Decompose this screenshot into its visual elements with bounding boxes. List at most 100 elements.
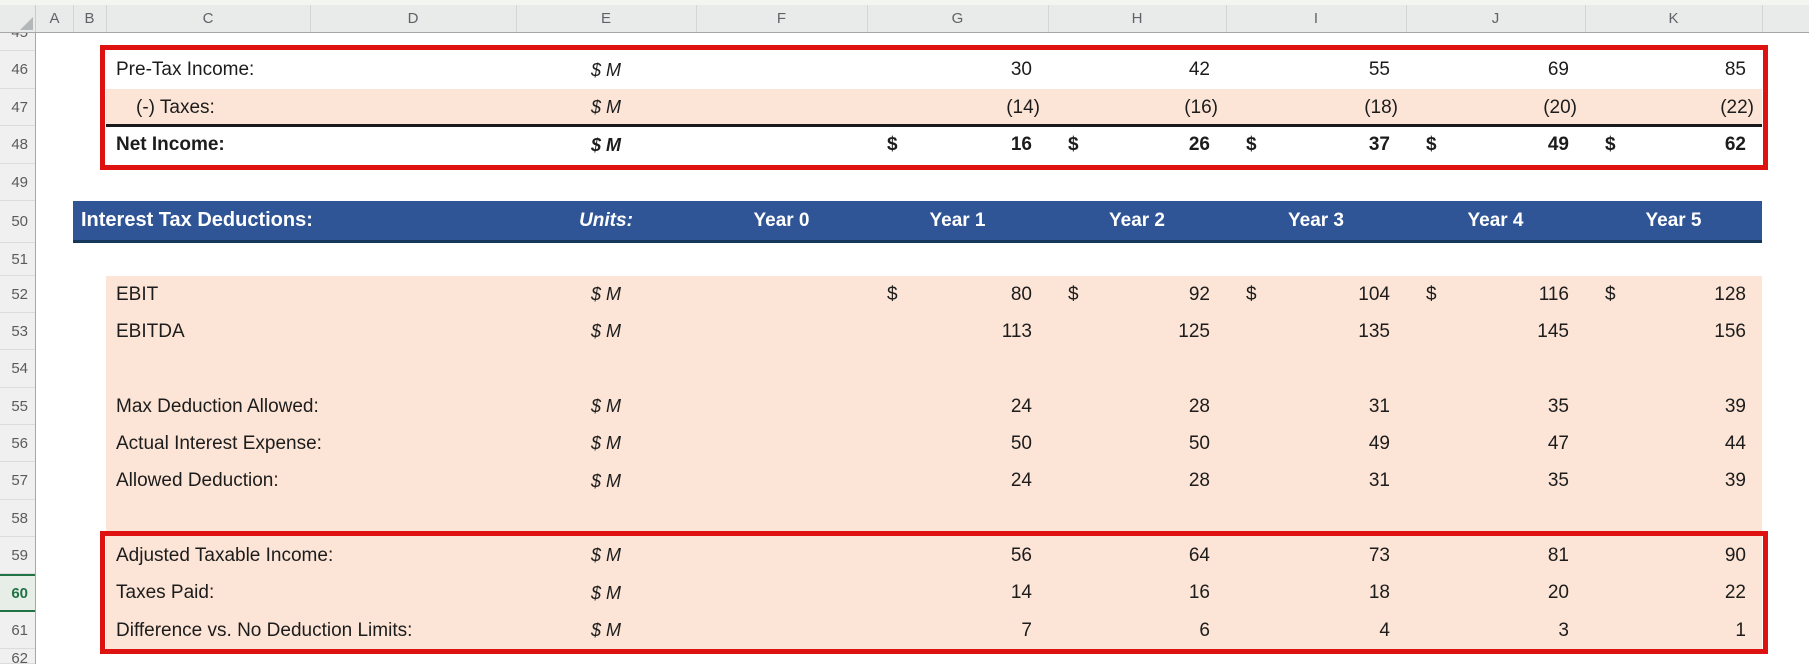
cell-G55-value[interactable]: 24 bbox=[1010, 395, 1032, 417]
cell-H48-value[interactable]: $26 bbox=[1048, 126, 1226, 164]
cell-G48-value[interactable]: $16 bbox=[867, 126, 1048, 164]
cell-I52-value[interactable]: $104 bbox=[1226, 276, 1406, 313]
row-header-49[interactable]: 49 bbox=[0, 164, 35, 201]
cell-J47-value[interactable]: (20) bbox=[1543, 96, 1577, 118]
cell-H61-value[interactable]: 6 bbox=[1199, 619, 1210, 641]
cell-C56-label[interactable]: Actual Interest Expense: bbox=[116, 432, 322, 454]
cell-K53-value[interactable]: 156 bbox=[1714, 320, 1746, 342]
column-header-K[interactable]: K bbox=[1585, 5, 1763, 32]
row-header-45[interactable]: 45 bbox=[0, 33, 35, 51]
row-header-53[interactable]: 53 bbox=[0, 313, 35, 350]
column-header-A[interactable]: A bbox=[36, 5, 74, 32]
year-1-header-cell[interactable]: Year 1 bbox=[929, 209, 986, 231]
column-header-H[interactable]: H bbox=[1048, 5, 1227, 32]
row-header-62[interactable]: 62 bbox=[0, 649, 35, 664]
cell-I46-value[interactable]: 55 bbox=[1368, 59, 1390, 80]
column-header-C[interactable]: C bbox=[106, 5, 311, 32]
select-all-corner[interactable] bbox=[0, 5, 36, 32]
row-header-58[interactable]: 58 bbox=[0, 500, 35, 537]
units-header-cell[interactable]: Units: bbox=[579, 209, 633, 231]
cell-H53-value[interactable]: 125 bbox=[1178, 320, 1210, 342]
cell-E52-unit[interactable]: $ M bbox=[590, 284, 621, 304]
cell-I47-value[interactable]: (18) bbox=[1364, 96, 1398, 118]
cell-I56-value[interactable]: 49 bbox=[1368, 432, 1390, 454]
cell-H47-value[interactable]: (16) bbox=[1184, 96, 1218, 118]
row-header-57[interactable]: 57 bbox=[0, 462, 35, 500]
cell-E57-unit[interactable]: $ M bbox=[590, 470, 621, 491]
cell-E56-unit[interactable]: $ M bbox=[590, 433, 621, 453]
column-header-I[interactable]: I bbox=[1226, 5, 1407, 32]
cell-E60-unit[interactable]: $ M bbox=[590, 582, 621, 603]
cell-C52-label[interactable]: EBIT bbox=[116, 283, 159, 305]
column-header-D[interactable]: D bbox=[310, 5, 517, 32]
row-header-56[interactable]: 56 bbox=[0, 425, 35, 462]
cell-C47-label[interactable]: (-) Taxes: bbox=[136, 96, 215, 118]
cell-J46-value[interactable]: 69 bbox=[1547, 59, 1569, 80]
year-2-header-cell[interactable]: Year 2 bbox=[1109, 209, 1165, 231]
row-header-47[interactable]: 47 bbox=[0, 89, 35, 126]
cell-K47-value[interactable]: (22) bbox=[1720, 96, 1754, 118]
cell-C46-label[interactable]: Pre-Tax Income: bbox=[116, 59, 255, 80]
year-5-header-cell[interactable]: Year 5 bbox=[1645, 209, 1702, 231]
cell-E47-unit[interactable]: $ M bbox=[590, 97, 621, 117]
cell-K61-value[interactable]: 1 bbox=[1735, 619, 1746, 641]
row-header-61[interactable]: 61 bbox=[0, 612, 35, 649]
cell-C60-label[interactable]: Taxes Paid: bbox=[116, 582, 215, 603]
cell-J57-value[interactable]: 35 bbox=[1547, 470, 1569, 491]
row-header-52[interactable]: 52 bbox=[0, 276, 35, 313]
row-header-48[interactable]: 48 bbox=[0, 126, 35, 164]
cell-C53-label[interactable]: EBITDA bbox=[116, 320, 185, 342]
row-header-59[interactable]: 59 bbox=[0, 537, 35, 574]
cell-J56-value[interactable]: 47 bbox=[1547, 432, 1569, 454]
cell-H56-value[interactable]: 50 bbox=[1188, 432, 1210, 454]
cell-K46-value[interactable]: 85 bbox=[1724, 59, 1746, 80]
column-header-J[interactable]: J bbox=[1406, 5, 1586, 32]
cell-C59-label[interactable]: Adjusted Taxable Income: bbox=[116, 544, 334, 566]
cell-J59-value[interactable]: 81 bbox=[1547, 544, 1569, 566]
cell-H59-value[interactable]: 64 bbox=[1188, 544, 1210, 566]
cell-I60-value[interactable]: 18 bbox=[1368, 582, 1390, 603]
cell-K57-value[interactable]: 39 bbox=[1724, 470, 1746, 491]
cell-G57-value[interactable]: 24 bbox=[1010, 470, 1032, 491]
cell-C57-label[interactable]: Allowed Deduction: bbox=[116, 470, 279, 491]
cell-J61-value[interactable]: 3 bbox=[1558, 619, 1569, 641]
cell-J60-value[interactable]: 20 bbox=[1547, 582, 1569, 603]
column-header-E[interactable]: E bbox=[516, 5, 697, 32]
cell-E55-unit[interactable]: $ M bbox=[590, 396, 621, 416]
row-header-54[interactable]: 54 bbox=[0, 350, 35, 388]
column-header-G[interactable]: G bbox=[867, 5, 1049, 32]
cell-H46-value[interactable]: 42 bbox=[1188, 59, 1210, 80]
cell-I59-value[interactable]: 73 bbox=[1368, 544, 1390, 566]
cell-C48-label[interactable]: Net Income: bbox=[116, 134, 225, 155]
year-4-header-cell[interactable]: Year 4 bbox=[1467, 209, 1524, 231]
cell-H55-value[interactable]: 28 bbox=[1188, 395, 1210, 417]
cell-E46-unit[interactable]: $ M bbox=[590, 59, 621, 80]
row-header-55[interactable]: 55 bbox=[0, 388, 35, 425]
cell-I61-value[interactable]: 4 bbox=[1379, 619, 1390, 641]
cell-H57-value[interactable]: 28 bbox=[1188, 470, 1210, 491]
cell-G60-value[interactable]: 14 bbox=[1010, 582, 1032, 603]
cell-G61-value[interactable]: 7 bbox=[1021, 619, 1032, 641]
cell-G56-value[interactable]: 50 bbox=[1010, 432, 1032, 454]
cell-J52-value[interactable]: $116 bbox=[1406, 276, 1585, 313]
cell-G52-value[interactable]: $80 bbox=[867, 276, 1048, 313]
cell-J55-value[interactable]: 35 bbox=[1547, 395, 1569, 417]
cell-I48-value[interactable]: $37 bbox=[1226, 126, 1406, 164]
cell-E61-unit[interactable]: $ M bbox=[590, 620, 621, 640]
column-header-B[interactable]: B bbox=[73, 5, 107, 32]
cell-G59-value[interactable]: 56 bbox=[1010, 544, 1032, 566]
row-header-51[interactable]: 51 bbox=[0, 243, 35, 276]
cell-G53-value[interactable]: 113 bbox=[1001, 320, 1032, 342]
cell-G47-value[interactable]: (14) bbox=[1006, 96, 1040, 118]
cell-C55-label[interactable]: Max Deduction Allowed: bbox=[116, 395, 319, 417]
cell-I55-value[interactable]: 31 bbox=[1368, 395, 1390, 417]
year-3-header-cell[interactable]: Year 3 bbox=[1288, 209, 1344, 231]
cell-K55-value[interactable]: 39 bbox=[1724, 395, 1746, 417]
column-header-F[interactable]: F bbox=[696, 5, 868, 32]
cell-J53-value[interactable]: 145 bbox=[1537, 320, 1569, 342]
cell-C61-label[interactable]: Difference vs. No Deduction Limits: bbox=[116, 619, 413, 641]
cell-K56-value[interactable]: 44 bbox=[1724, 432, 1746, 454]
row-header-50[interactable]: 50 bbox=[0, 201, 35, 243]
cell-E59-unit[interactable]: $ M bbox=[590, 545, 621, 565]
cell-I57-value[interactable]: 31 bbox=[1368, 470, 1390, 491]
